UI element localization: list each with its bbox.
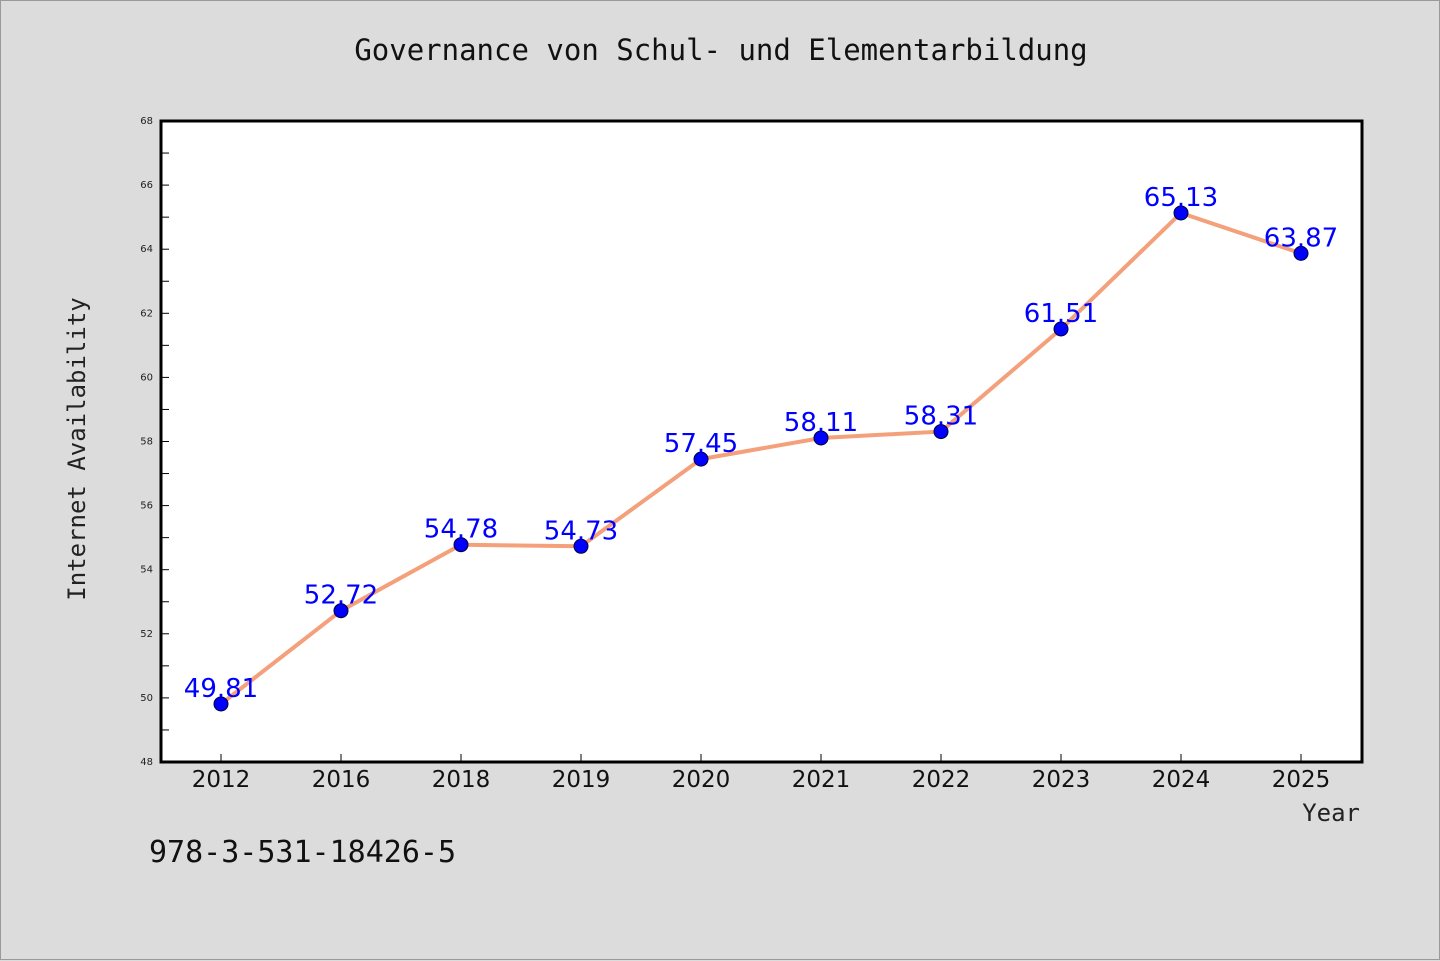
- data-point: [933, 424, 949, 440]
- series-markers: [213, 205, 1309, 712]
- data-label: 49.81: [184, 674, 258, 704]
- y-axis: 48 50 52 54 56 58 60 62 64 66 68: [140, 116, 169, 768]
- data-label: 52.72: [304, 581, 378, 611]
- data-point: [333, 603, 349, 619]
- x-axis-label: Year: [1302, 799, 1360, 827]
- data-label: 57.45: [664, 429, 738, 459]
- x-tick-label: 2023: [1032, 767, 1091, 793]
- series-line: [219, 210, 1303, 706]
- data-point: [693, 451, 709, 467]
- data-point: [1173, 205, 1189, 221]
- data-label: 58.11: [784, 408, 858, 438]
- data-label: 58.31: [904, 402, 978, 432]
- y-tick-label: 56: [140, 501, 153, 512]
- data-label: 61.51: [1024, 299, 1098, 329]
- y-tick-label: 62: [140, 308, 153, 319]
- y-axis-label: Internet Availability: [63, 297, 91, 600]
- data-labels: 49.81 52.72 54.78 54.73 57.45 58.11 58.31 61.51…: [184, 183, 1338, 704]
- y-tick-label: 48: [140, 757, 153, 768]
- data-label: 63.87: [1264, 223, 1338, 253]
- x-tick-label: 2016: [312, 767, 371, 793]
- x-tick-label: 2020: [672, 767, 731, 793]
- y-tick-label: 50: [140, 693, 153, 704]
- y-tick-label: 60: [140, 372, 153, 383]
- x-tick-label: 2012: [192, 767, 251, 793]
- data-point: [1053, 321, 1069, 337]
- data-label: 54.78: [424, 515, 498, 545]
- y-tick-label: 54: [140, 565, 153, 576]
- plot-area: [159, 119, 1364, 764]
- x-tick-label: 2018: [432, 767, 491, 793]
- y-tick-label: 68: [140, 116, 153, 127]
- data-point: [1293, 245, 1309, 261]
- data-point: [453, 537, 469, 553]
- isbn-text: 978-3-531-18426-5: [149, 835, 457, 870]
- x-tick-label: 2025: [1272, 767, 1331, 793]
- data-point: [213, 696, 229, 712]
- y-tick-label: 64: [140, 244, 153, 255]
- data-label: 65.13: [1144, 183, 1218, 213]
- x-tick-label: 2022: [912, 767, 971, 793]
- y-tick-label: 52: [140, 629, 153, 640]
- data-label: 54.73: [544, 516, 618, 546]
- y-tick-label: 58: [140, 437, 153, 448]
- data-point: [573, 538, 589, 554]
- x-tick-label: 2021: [792, 767, 851, 793]
- chart-title: Governance von Schul- und Elementarbildu…: [354, 33, 1088, 67]
- data-point: [813, 430, 829, 446]
- x-tick-label: 2024: [1152, 767, 1211, 793]
- x-tick-label: 2019: [552, 767, 611, 793]
- y-tick-label: 66: [140, 180, 153, 191]
- x-axis: 2012 2016 2018 2019 2020 2021 2022 2023 2024 2025: [192, 754, 1331, 793]
